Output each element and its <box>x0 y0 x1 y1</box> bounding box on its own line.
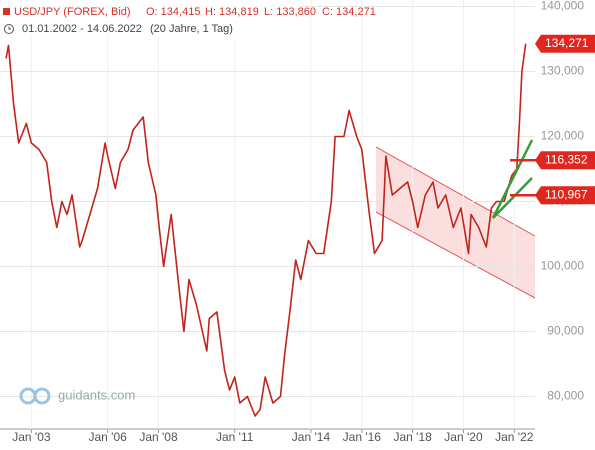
x-tick-label: Jan '14 <box>292 430 331 444</box>
instrument: USD/JPY (FOREX, Bid) <box>14 6 131 18</box>
price-label: 116,352 <box>545 152 588 166</box>
y-tick-label: 140,000 <box>541 0 585 13</box>
open: O: 134,415 <box>146 6 200 18</box>
price-label: 134,271 <box>545 36 589 50</box>
clock-hand <box>8 26 11 30</box>
close: C: 134,271 <box>322 6 376 18</box>
header-bg <box>0 0 300 38</box>
x-tick-label: Jan '18 <box>393 430 432 444</box>
x-tick-label: Jan '22 <box>495 430 534 444</box>
period: (20 Jahre, 1 Tag) <box>150 23 233 35</box>
channel-lower <box>375 211 536 299</box>
x-tick-label: Jan '11 <box>216 430 254 444</box>
x-tick-label: Jan '06 <box>88 430 127 444</box>
color-swatch <box>3 8 10 15</box>
low: L: 133,860 <box>264 6 316 18</box>
plot <box>5 43 527 417</box>
date-range: 01.01.2002 - 14.06.2022 <box>22 23 142 35</box>
clock-icon <box>4 24 14 34</box>
y-tick-label: 100,000 <box>541 259 585 273</box>
price-label: 110,967 <box>545 187 588 201</box>
y-tick-label: 130,000 <box>541 64 585 78</box>
x-tick-label: Jan '16 <box>343 430 382 444</box>
x-tick-label: Jan '08 <box>139 430 178 444</box>
trend-line <box>492 177 533 219</box>
trend-line <box>491 139 534 219</box>
price-line <box>5 43 527 417</box>
x-tick-label: Jan '03 <box>12 430 51 444</box>
logo-text: guidants.com <box>58 387 135 402</box>
y-tick-label: 90,000 <box>547 324 584 338</box>
logo-icon <box>33 387 51 405</box>
x-tick-label: Jan '20 <box>444 430 483 444</box>
price-label-box <box>535 151 595 170</box>
price-label-box <box>535 186 595 205</box>
high: H: 134,819 <box>205 6 259 18</box>
y-tick-label: 80,000 <box>547 389 584 403</box>
y-tick-label: 120,000 <box>541 129 585 143</box>
channel-upper <box>375 146 536 237</box>
price-label-box <box>535 34 595 53</box>
